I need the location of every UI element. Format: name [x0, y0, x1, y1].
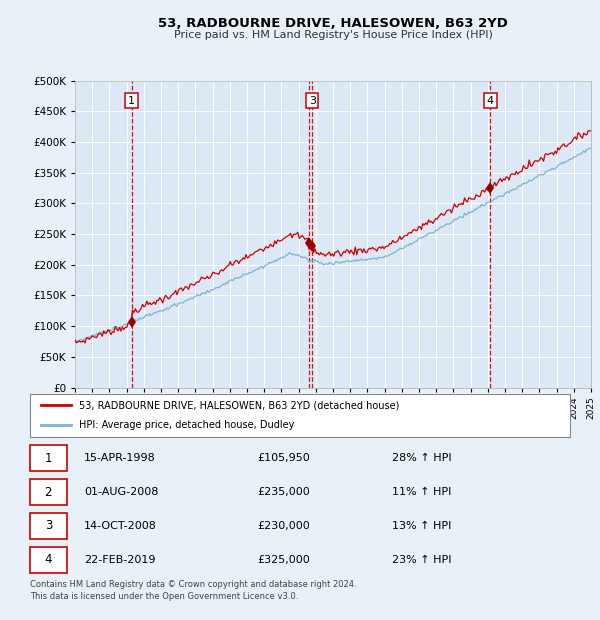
- Text: Price paid vs. HM Land Registry's House Price Index (HPI): Price paid vs. HM Land Registry's House …: [173, 30, 493, 40]
- FancyBboxPatch shape: [30, 513, 67, 539]
- Text: 01-AUG-2008: 01-AUG-2008: [84, 487, 158, 497]
- Text: 3: 3: [308, 95, 316, 105]
- Text: 4: 4: [44, 553, 52, 566]
- FancyBboxPatch shape: [30, 446, 67, 471]
- Text: HPI: Average price, detached house, Dudley: HPI: Average price, detached house, Dudl…: [79, 420, 294, 430]
- Text: Contains HM Land Registry data © Crown copyright and database right 2024.
This d: Contains HM Land Registry data © Crown c…: [30, 580, 356, 601]
- Text: 53, RADBOURNE DRIVE, HALESOWEN, B63 2YD: 53, RADBOURNE DRIVE, HALESOWEN, B63 2YD: [158, 17, 508, 30]
- Text: 15-APR-1998: 15-APR-1998: [84, 453, 156, 463]
- FancyBboxPatch shape: [30, 479, 67, 505]
- Text: 11% ↑ HPI: 11% ↑ HPI: [392, 487, 451, 497]
- Text: £235,000: £235,000: [257, 487, 310, 497]
- Text: 14-OCT-2008: 14-OCT-2008: [84, 521, 157, 531]
- Text: 4: 4: [487, 95, 494, 105]
- Text: £105,950: £105,950: [257, 453, 310, 463]
- Text: 28% ↑ HPI: 28% ↑ HPI: [392, 453, 451, 463]
- Text: 3: 3: [44, 520, 52, 533]
- Text: 22-FEB-2019: 22-FEB-2019: [84, 555, 155, 565]
- Text: 2: 2: [44, 485, 52, 498]
- Text: 23% ↑ HPI: 23% ↑ HPI: [392, 555, 451, 565]
- Text: 53, RADBOURNE DRIVE, HALESOWEN, B63 2YD (detached house): 53, RADBOURNE DRIVE, HALESOWEN, B63 2YD …: [79, 401, 399, 410]
- Text: £325,000: £325,000: [257, 555, 310, 565]
- Text: 1: 1: [128, 95, 135, 105]
- FancyBboxPatch shape: [30, 547, 67, 572]
- Text: £230,000: £230,000: [257, 521, 310, 531]
- Text: 1: 1: [44, 452, 52, 465]
- Text: 13% ↑ HPI: 13% ↑ HPI: [392, 521, 451, 531]
